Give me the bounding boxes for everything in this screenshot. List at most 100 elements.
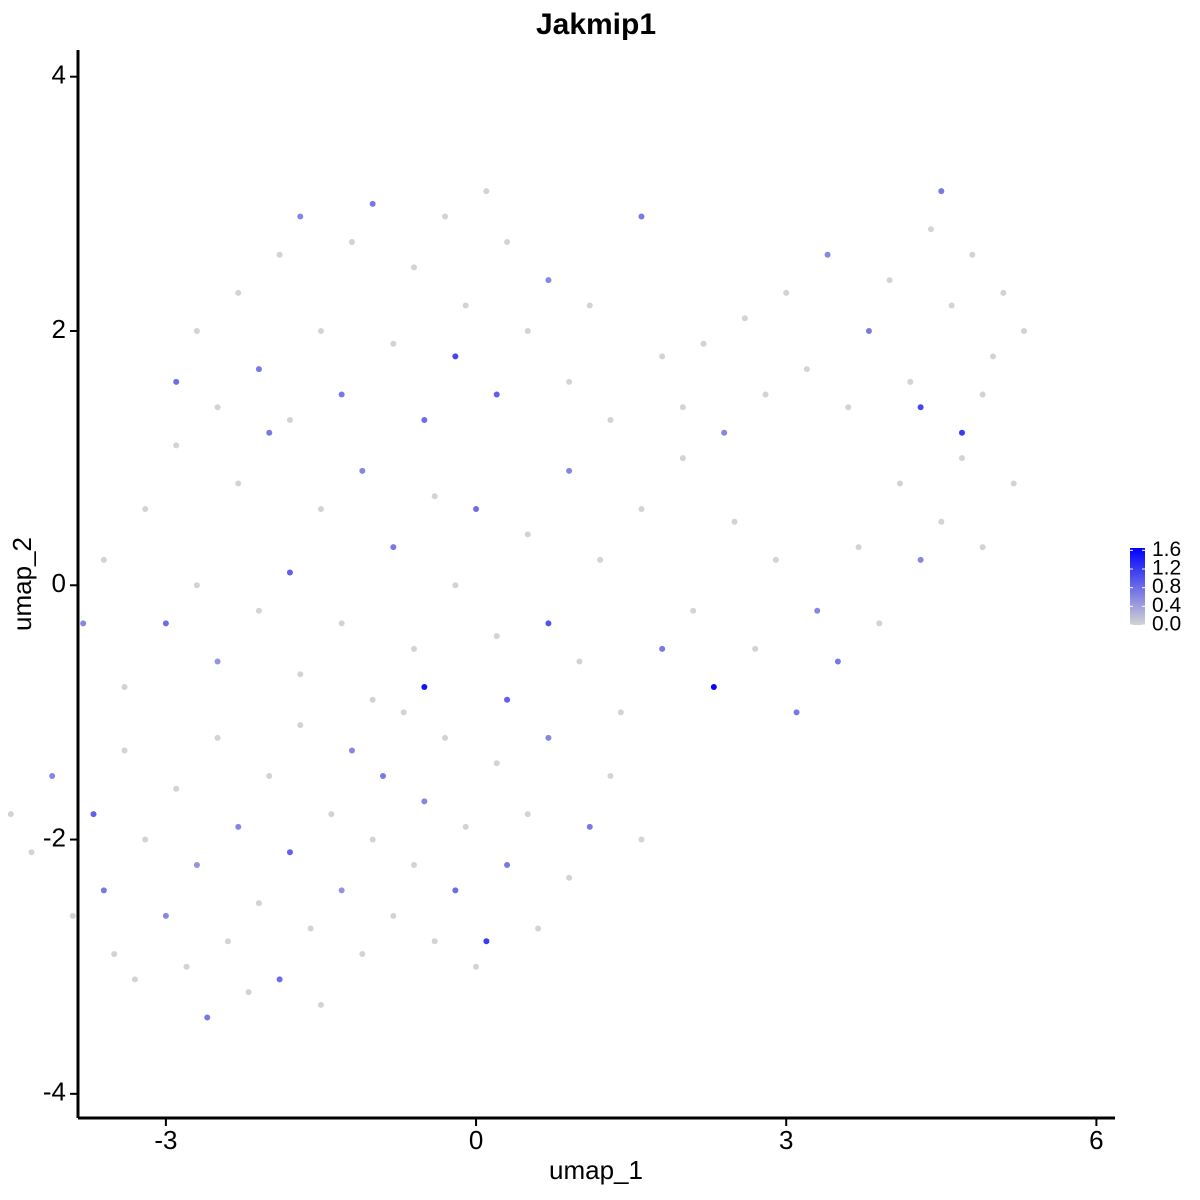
cell-point (473, 505, 480, 512)
cell-point (979, 544, 986, 551)
cell-point (721, 429, 728, 436)
cell-point (317, 1001, 324, 1008)
cell-point (990, 353, 996, 360)
cell-point (462, 823, 469, 830)
cell-point (452, 353, 459, 360)
cell-point (700, 340, 707, 347)
cell-point (214, 734, 221, 741)
cell-point (173, 378, 180, 385)
cell-point (7, 811, 14, 818)
cell-point (566, 378, 573, 385)
cell-point (100, 556, 107, 563)
x-tick-label: -3 (154, 1125, 177, 1155)
cell-point (162, 912, 169, 919)
cell-point (504, 238, 511, 245)
cell-point (286, 416, 293, 423)
y-tick-label: -2 (43, 822, 66, 852)
cell-point (1021, 327, 1028, 334)
cell-point (783, 289, 790, 296)
cell-point (49, 772, 56, 779)
cell-point (204, 1014, 211, 1021)
cell-point (886, 277, 893, 284)
cell-point (958, 455, 965, 462)
cell-point (338, 887, 345, 894)
cell-point (948, 302, 955, 309)
x-tick-label: 0 (469, 1125, 483, 1155)
colorbar-tick-label: 0.0 (1152, 613, 1181, 636)
cell-point (814, 607, 821, 614)
cell-point (359, 950, 366, 957)
cell-point (431, 493, 438, 500)
cell-point (266, 429, 273, 436)
cell-point (421, 798, 428, 805)
colorbar-tick-label: 1.6 (1152, 538, 1181, 561)
cell-point (566, 467, 573, 474)
cell-point (493, 391, 500, 398)
cell-point (173, 785, 180, 792)
cell-point (286, 849, 293, 856)
cell-point (824, 251, 831, 258)
cell-point (638, 505, 645, 512)
y-tick-label: 0 (52, 568, 66, 598)
cell-point (400, 709, 407, 716)
cell-point (338, 391, 345, 398)
cell-point (69, 912, 76, 919)
cell-point (411, 861, 418, 868)
cell-point (442, 213, 449, 220)
cell-point (566, 874, 573, 881)
cell-point (411, 645, 418, 652)
cell-point (638, 213, 645, 220)
cell-point (442, 734, 449, 741)
cell-point (111, 950, 118, 957)
cell-point (214, 404, 221, 411)
colorbar-tick-label: 0.8 (1152, 575, 1181, 598)
cell-point (90, 811, 97, 818)
cell-point (317, 505, 324, 512)
cell-point (731, 518, 738, 525)
cell-point (348, 238, 355, 245)
colorbar-tick-label: 1.2 (1152, 557, 1181, 580)
cell-point (958, 429, 965, 436)
cell-point (793, 709, 800, 716)
cell-point (142, 836, 149, 843)
cell-point (845, 404, 852, 411)
cell-point (421, 416, 428, 423)
cell-point (390, 340, 397, 347)
cell-point (545, 277, 552, 284)
cell-point (121, 747, 128, 754)
cell-point (917, 404, 924, 411)
cell-point (411, 264, 418, 271)
cell-point (390, 912, 397, 919)
cell-point (297, 722, 304, 729)
cell-point (896, 480, 903, 487)
cell-point (979, 391, 986, 398)
cell-point (317, 327, 324, 334)
cell-point (679, 455, 686, 462)
cell-point (348, 747, 355, 754)
cell-point (452, 887, 459, 894)
x-tick-label: 6 (1089, 1125, 1103, 1155)
cell-point (193, 582, 200, 589)
cell-point (545, 734, 552, 741)
cell-point (483, 938, 490, 945)
cell-point (452, 582, 459, 589)
cell-point (659, 353, 666, 360)
cell-point (865, 327, 872, 334)
cell-point (855, 544, 862, 551)
cell-point (183, 963, 190, 970)
cell-point (586, 823, 593, 830)
cell-point (369, 836, 376, 843)
cell-point (762, 391, 769, 398)
cell-point (1010, 480, 1017, 487)
cell-point (255, 366, 262, 373)
y-tick-label: 4 (52, 60, 66, 90)
cell-point (276, 976, 283, 983)
cell-point (173, 442, 180, 449)
cell-point (545, 620, 552, 627)
cell-point (462, 302, 469, 309)
cell-point (504, 696, 511, 703)
cell-point (907, 378, 914, 385)
cell-point (255, 607, 262, 614)
cell-point (224, 938, 231, 945)
